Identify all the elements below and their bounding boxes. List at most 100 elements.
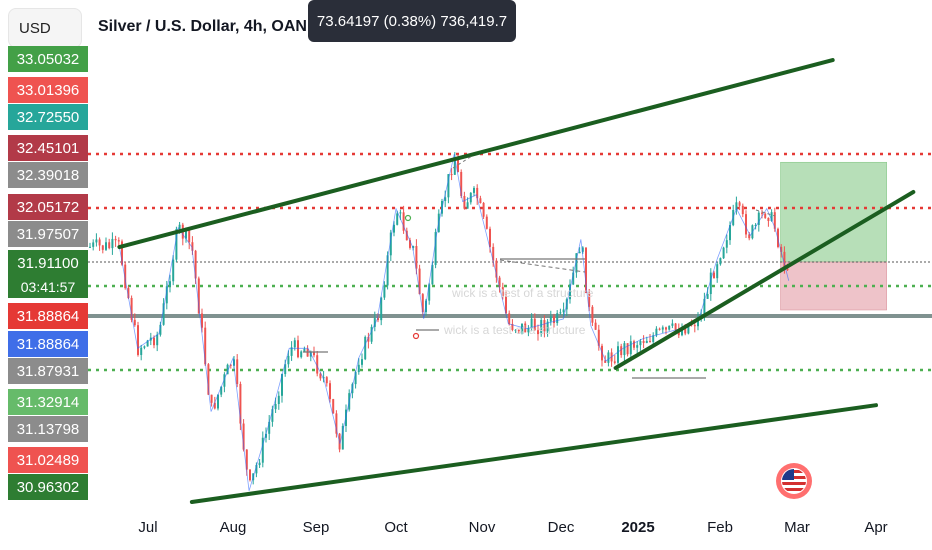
marker-dot[interactable] bbox=[412, 332, 420, 340]
candle-body bbox=[671, 323, 674, 326]
candle-body bbox=[649, 340, 651, 342]
candle-body bbox=[559, 312, 562, 314]
candle-body bbox=[233, 359, 235, 366]
candle-body bbox=[716, 264, 719, 279]
candle-body bbox=[306, 348, 309, 357]
price-label[interactable]: 32.39018 bbox=[8, 162, 88, 188]
candle-body bbox=[121, 241, 123, 265]
candle-body bbox=[204, 327, 207, 365]
connector-line[interactable] bbox=[499, 259, 586, 273]
candle-body bbox=[293, 340, 296, 348]
candle-body bbox=[489, 228, 491, 247]
x-tick-label: 2025 bbox=[621, 519, 654, 536]
candle-body bbox=[223, 374, 226, 387]
price-label[interactable]: 33.05032 bbox=[8, 46, 88, 72]
candle-body bbox=[386, 255, 389, 286]
x-tick-label: Jul bbox=[138, 519, 157, 536]
candle-body bbox=[319, 373, 322, 379]
candle-body bbox=[719, 258, 722, 265]
candle-body bbox=[418, 268, 421, 295]
candle-body bbox=[764, 213, 767, 218]
price-label[interactable]: 31.91100 bbox=[8, 250, 88, 276]
candle-body bbox=[687, 324, 690, 334]
candle-body bbox=[130, 297, 133, 320]
candle-body bbox=[546, 321, 549, 332]
candle-body bbox=[194, 250, 197, 279]
price-tooltip: 73.64197 (0.38%) 736,419.7 bbox=[308, 0, 516, 42]
candle-body bbox=[172, 259, 175, 282]
candle-body bbox=[197, 278, 200, 314]
trendline[interactable] bbox=[613, 190, 916, 370]
candle-body bbox=[178, 224, 181, 229]
candle-body bbox=[271, 409, 274, 422]
price-label[interactable]: 32.45101 bbox=[8, 135, 88, 161]
candle-body bbox=[409, 240, 411, 248]
candle-body bbox=[140, 347, 143, 355]
candle-body bbox=[588, 292, 591, 307]
price-label[interactable]: 32.05172 bbox=[8, 194, 88, 220]
candle-body bbox=[239, 383, 242, 424]
currency-selector[interactable]: USD bbox=[8, 8, 82, 48]
price-scale[interactable]: 33.05032 33.01396 32.72550 32.45101 32.39018… bbox=[8, 0, 88, 550]
bar-countdown-label[interactable]: 03:41:57 bbox=[8, 276, 88, 298]
us-flag-icon[interactable] bbox=[776, 463, 812, 499]
price-label[interactable]: 31.88864 bbox=[8, 331, 88, 357]
candle-body bbox=[537, 330, 539, 335]
candle-body bbox=[713, 272, 715, 279]
chart-note: wick is a test of a structure bbox=[451, 286, 594, 300]
price-label[interactable]: 31.97507 bbox=[8, 221, 88, 247]
candle-body bbox=[626, 343, 629, 355]
candle-body bbox=[447, 174, 450, 198]
price-label[interactable]: 32.72550 bbox=[8, 104, 88, 130]
price-label[interactable]: 31.88864 bbox=[8, 303, 88, 329]
candle-body bbox=[674, 323, 677, 331]
candle-body bbox=[681, 327, 683, 336]
candle-body bbox=[508, 313, 511, 324]
candle-body bbox=[175, 228, 178, 260]
target-zone[interactable] bbox=[780, 161, 887, 263]
candle-body bbox=[415, 246, 418, 269]
candle-body bbox=[517, 329, 520, 332]
candle-body bbox=[594, 322, 597, 330]
price-label[interactable]: 31.87931 bbox=[8, 358, 88, 384]
x-tick-label: Nov bbox=[469, 519, 496, 536]
connector-line[interactable] bbox=[452, 155, 473, 169]
x-tick-label: Mar bbox=[784, 519, 810, 536]
candle-body bbox=[745, 214, 747, 235]
candle-body bbox=[636, 345, 639, 348]
x-tick-label: Aug bbox=[220, 519, 247, 536]
candle-body bbox=[773, 212, 776, 229]
candle-body bbox=[300, 351, 303, 358]
candle-body bbox=[290, 347, 293, 356]
candle-body bbox=[780, 246, 783, 252]
candle-body bbox=[725, 240, 728, 248]
candle-body bbox=[117, 240, 120, 242]
candle-body bbox=[133, 319, 136, 326]
candle-body bbox=[284, 364, 287, 375]
candle-body bbox=[220, 386, 223, 395]
candle-body bbox=[591, 306, 594, 323]
candle-body bbox=[105, 242, 107, 250]
candle-body bbox=[431, 264, 434, 285]
candle-body bbox=[281, 374, 283, 396]
candle-body bbox=[501, 287, 504, 297]
price-label[interactable]: 30.96302 bbox=[8, 474, 88, 500]
price-label[interactable]: 33.01396 bbox=[8, 77, 88, 103]
x-tick-label: Sep bbox=[303, 519, 330, 536]
marker-dot[interactable] bbox=[404, 214, 412, 222]
candle-body bbox=[597, 329, 600, 346]
price-label[interactable]: 31.13798 bbox=[8, 416, 88, 442]
price-label[interactable]: 31.02489 bbox=[8, 447, 88, 473]
candle-body bbox=[354, 372, 357, 385]
candle-body bbox=[482, 202, 485, 217]
candle-body bbox=[709, 272, 712, 295]
candle-body bbox=[332, 399, 335, 414]
price-label[interactable]: 31.32914 bbox=[8, 389, 88, 415]
candle-body bbox=[703, 298, 706, 316]
candle-body bbox=[572, 272, 575, 285]
candle-body bbox=[277, 395, 280, 405]
trendline[interactable] bbox=[117, 58, 835, 250]
candle-body bbox=[527, 328, 530, 333]
trendline[interactable] bbox=[189, 403, 878, 504]
